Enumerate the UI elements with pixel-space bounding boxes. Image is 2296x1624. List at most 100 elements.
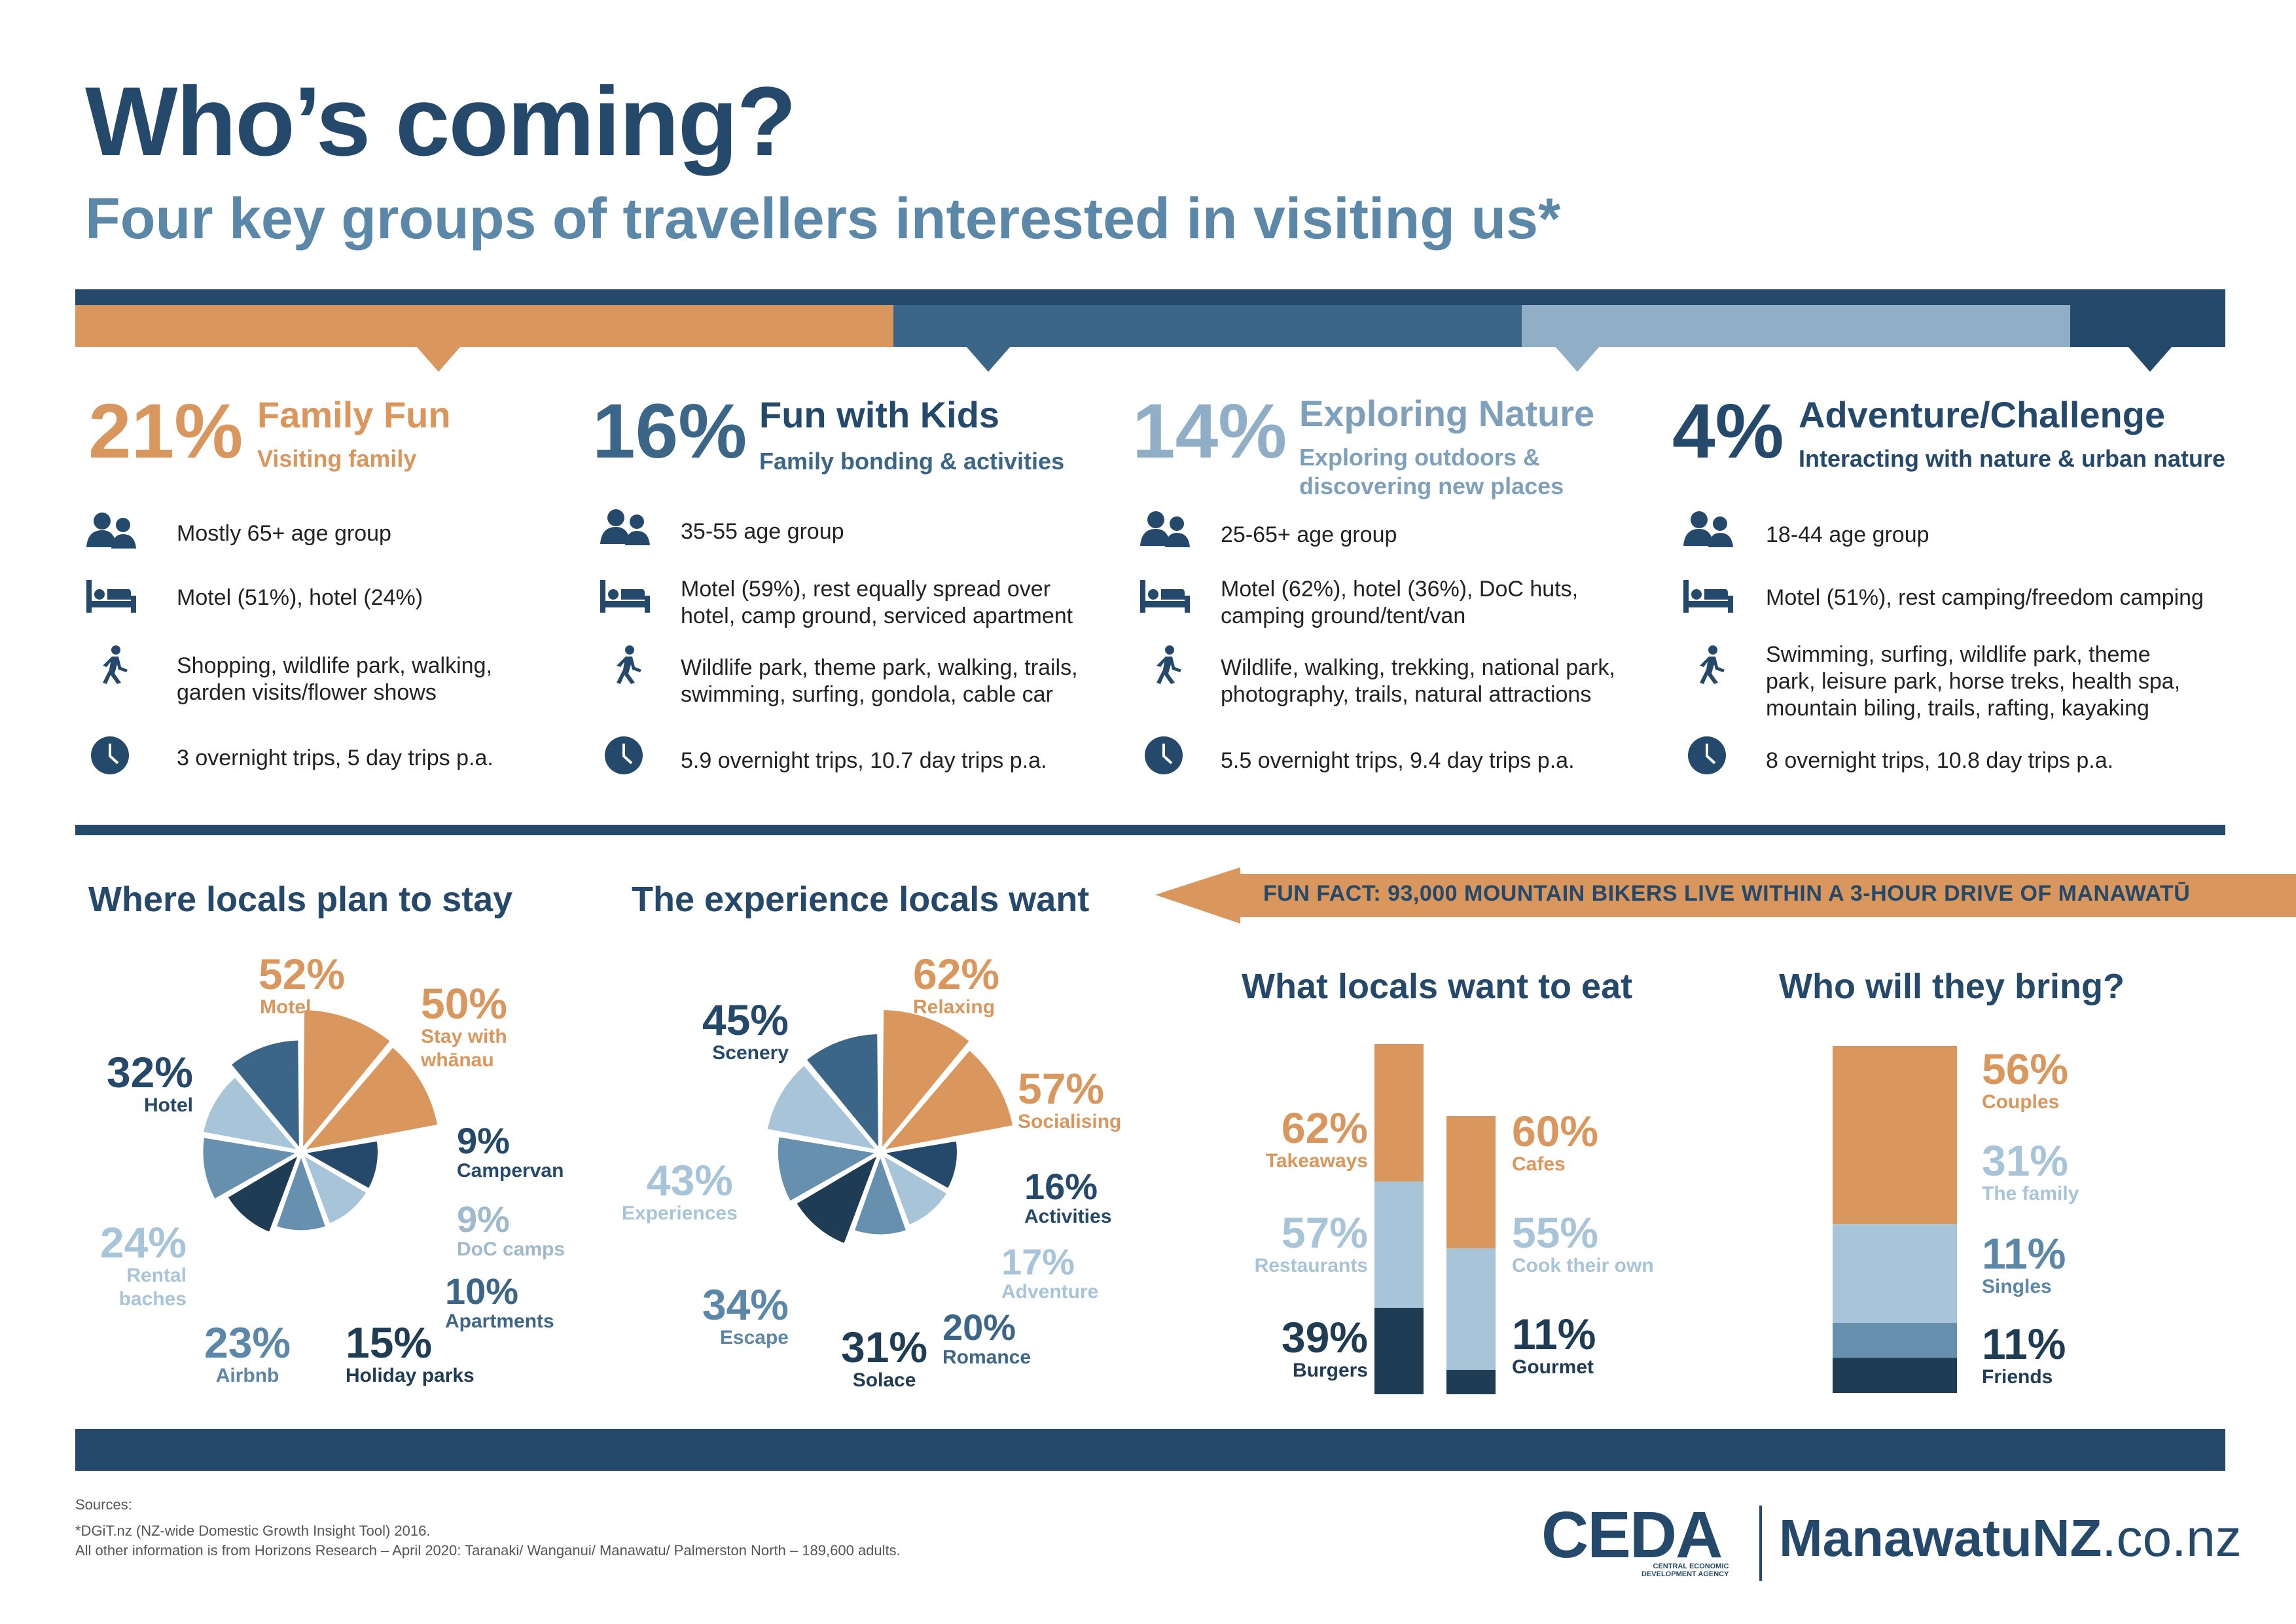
sources-heading: Sources: [75, 1496, 132, 1513]
sources-line-2: All other information is from Horizons R… [75, 1542, 901, 1559]
bring-label-friends: 11% Friends [1982, 1320, 2066, 1388]
eat-label-gourmet: 11% Gourmet [1512, 1310, 1596, 1378]
pie-slice-romance [850, 1146, 911, 1238]
group-subtitle: Interacting with nature & urban nature [1799, 445, 2226, 472]
stay-label-whanau: 50% Stay with whānau [421, 979, 508, 1071]
eat-label-cook: 55% Cook their own [1512, 1208, 1654, 1276]
exp-label-romance: 20% Romance [942, 1307, 1031, 1369]
group-age: 25-65+ age group [1221, 522, 1397, 547]
clock-icon [603, 736, 644, 775]
bring-label-singles: 11% Singles [1982, 1229, 2066, 1297]
pie-slice-hotel [226, 1036, 304, 1158]
people-icon [86, 513, 136, 549]
section-divider [75, 825, 2225, 835]
segment-family-fun [75, 305, 893, 347]
bring-segment-the-family [1833, 1224, 1957, 1324]
eat-bar-gourmet [1446, 1369, 1496, 1394]
walking-person-icon [103, 645, 128, 684]
page-subtitle: Four key groups of travellers interested… [85, 186, 1561, 251]
bring-label-family: 31% The family [1982, 1136, 2079, 1204]
walking-person-icon [1157, 645, 1181, 684]
pie-slice-relaxing [878, 1005, 975, 1158]
group-pct: 14% [1132, 388, 1287, 475]
bring-segment-couples [1833, 1046, 1957, 1225]
group-trips: 5.9 overnight trips, 10.7 day trips p.a. [681, 748, 1047, 773]
group-pct: 16% [592, 388, 747, 475]
stay-label-doc-camps: 9% DoC camps [457, 1199, 565, 1261]
exp-label-relaxing: 62% Relaxing [913, 950, 1000, 1018]
group-activities: Swimming, surfing, wildlife park, theme p… [1766, 642, 2181, 721]
exp-label-scenery: 45% Scenery [702, 996, 789, 1064]
pie-slice-doc-camps [297, 1147, 372, 1229]
ceda-logo-subtitle: CENTRAL ECONOMIC DEVELOPMENT AGENCY [1641, 1562, 1729, 1579]
stay-label-holiday-parks: 15% Holiday parks [346, 1318, 475, 1386]
bed-icon [600, 580, 650, 613]
pie-slice-socialising [875, 1045, 1018, 1155]
eat-bar-restaurants [1374, 1181, 1424, 1308]
group-subtitle: Visiting family [257, 445, 417, 472]
clock-icon [1143, 736, 1184, 775]
eat-label-burgers: 39% Burgers [1281, 1313, 1368, 1381]
group-subtitle: Family bonding & activities [759, 448, 1065, 475]
clock-icon [90, 736, 130, 775]
bring-heading: Who will they bring? [1779, 967, 2125, 1006]
pie-slice-solace [791, 1147, 884, 1248]
fun-fact-text: FUN FACT: 93,000 MOUNTAIN BIKERS LIVE WI… [1263, 881, 2191, 906]
eat-bar-burgers [1374, 1307, 1424, 1394]
pie-slice-motel [298, 1005, 395, 1158]
pie-slice-apartments [272, 1146, 331, 1235]
stay-pie-chart [199, 1005, 442, 1237]
people-icon [600, 509, 650, 545]
walking-person-icon [617, 645, 641, 684]
bring-stacked-bar [1833, 1046, 1957, 1393]
sources-line-1: *DGiT.nz (NZ-wide Domestic Growth Insigh… [75, 1523, 431, 1539]
group-name: Fun with Kids [759, 394, 1000, 435]
pie-slice-campervan [295, 1136, 382, 1194]
bed-icon [1140, 580, 1190, 613]
segment-fun-with-kids [893, 305, 1522, 347]
group-stay: Motel (51%), rest camping/freedom campin… [1766, 585, 2204, 610]
group-trips: 3 overnight trips, 5 day trips p.a. [177, 746, 493, 770]
bring-label-couples: 56% Couples [1982, 1045, 2069, 1113]
experience-pie-chart [762, 1005, 1018, 1248]
group-age: Mostly 65+ age group [177, 521, 391, 546]
stay-label-hotel: 32% Hotel [106, 1048, 193, 1116]
group-trips: 5.5 overnight trips, 9.4 day trips p.a. [1221, 748, 1575, 773]
group-stay: Motel (59%), rest equally spread over hot… [681, 577, 1073, 628]
eat-label-restaurants: 57% Restaurants [1254, 1208, 1368, 1276]
ceda-logo: CEDA [1541, 1498, 1723, 1572]
manawatu-logo: ManawatuNZ.co.nz [1779, 1509, 2242, 1567]
bring-segment-singles [1833, 1323, 1957, 1358]
group-name: Exploring Nature [1299, 393, 1595, 434]
walking-person-icon [1700, 645, 1725, 684]
group-age: 18-44 age group [1766, 522, 1929, 547]
eat-bar-cook-their-own [1446, 1248, 1496, 1370]
group-activities: Wildlife, walking, trekking, national pa… [1221, 655, 1615, 707]
stay-label-motel: 52% Motel [259, 950, 346, 1018]
stay-label-campervan: 9% Campervan [457, 1120, 564, 1182]
group-trips: 8 overnight trips, 10.8 day trips p.a. [1766, 748, 2114, 773]
group-name: Family Fun [257, 394, 451, 435]
bring-segment-friends [1833, 1358, 1957, 1393]
people-icon [1683, 511, 1733, 547]
pie-slice-airbnb [199, 1133, 307, 1204]
stay-label-airbnb: 23% Airbnb [204, 1318, 291, 1386]
eat-label-cafes: 60% Cafes [1512, 1107, 1599, 1175]
exp-label-adventure: 17% Adventure [1001, 1241, 1099, 1303]
pie-slice-escape [774, 1132, 886, 1206]
group-age: 35-55 age group [681, 519, 844, 544]
exp-label-experiences: 43% Experiences [622, 1156, 738, 1224]
segment-exploring-nature [1522, 305, 2070, 347]
logo-divider [1759, 1506, 1762, 1581]
pie-slice-activities [874, 1136, 961, 1194]
exp-label-solace: 31% Solace [841, 1323, 928, 1391]
eat-heading: What locals want to eat [1242, 967, 1633, 1006]
eat-bar-chart [1374, 1044, 1496, 1394]
stay-label-rental-baches: 24% Rental baches [99, 1218, 187, 1310]
group-pct: 4% [1672, 388, 1784, 475]
pie-slice-stay-with-wh-nau [296, 1042, 442, 1155]
top-rule [75, 289, 2225, 305]
eat-bar-cafes [1446, 1116, 1496, 1249]
group-stay: Motel (51%), hotel (24%) [177, 585, 423, 610]
group-subtitle: Exploring outdoors & [1299, 444, 1540, 471]
